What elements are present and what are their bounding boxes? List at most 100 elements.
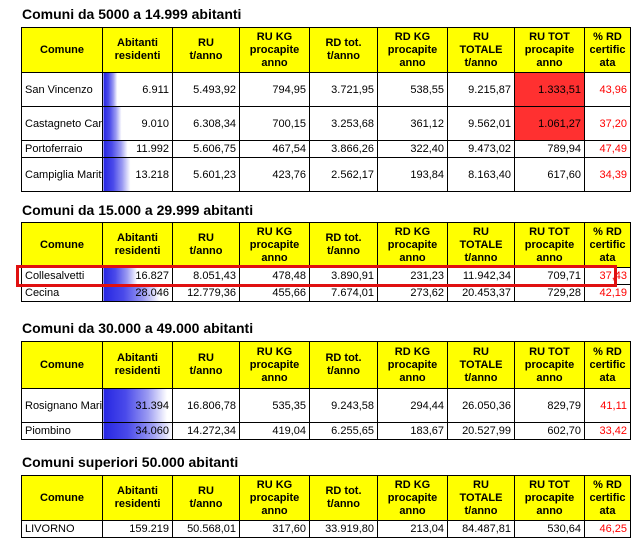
column-header-ru-kg-procapite: RU KG procapite anno: [239, 222, 310, 268]
header-line: t/anno: [327, 498, 360, 510]
data-table: Comune Abitanti residenti RU t/anno RU KG proc…: [21, 27, 631, 192]
column-header-abitanti-residenti: Abitanti residenti: [102, 222, 173, 268]
cell-abitanti-residenti: 9.010: [102, 106, 173, 141]
header-line: Abitanti: [117, 485, 158, 497]
header-line: anno: [399, 371, 426, 384]
cell-ru-t-anno: 50.568,01: [172, 520, 240, 538]
column-header-ru-kg-procapite: RU KG procapite anno: [239, 27, 310, 73]
header-line: t/anno: [464, 504, 498, 517]
column-header-rd-tot-t-anno: RD tot. t/anno: [309, 475, 378, 521]
cell-rd-kg-procapite: 361,12: [377, 106, 448, 141]
header-line: procapite: [249, 358, 300, 371]
column-header-abitanti-residenti: Abitanti residenti: [102, 341, 173, 389]
cell-rd-kg-procapite: 294,44: [377, 388, 448, 423]
cell-abitanti-residenti: 159.219: [102, 520, 173, 538]
header-line: Comune: [40, 238, 84, 251]
cell-comune: Campiglia Marittima: [21, 157, 103, 192]
cell-ru-t-anno: 5.601,23: [172, 157, 240, 192]
cell-rd-kg-procapite: 193,84: [377, 157, 448, 192]
header-line: % RD: [593, 225, 622, 238]
cell-rd-tot-t-anno: 33.919,80: [309, 520, 378, 538]
column-header-ru-tot-procapite: RU TOT procapite anno: [514, 475, 585, 521]
column-header-rd-kg-procapite: RD KG procapite anno: [377, 222, 448, 268]
header-line: RU: [198, 352, 214, 364]
column-header-ru-kg-procapite: RU KG procapite anno: [239, 341, 310, 389]
header-line: RU: [198, 485, 214, 497]
column-header-abitanti-residenti: Abitanti residenti: [102, 27, 173, 73]
header-row: Comune Abitanti residenti RU t/anno RU KG proc…: [21, 341, 631, 389]
column-header-ru-totale-t-anno: RU TOTALE t/anno: [447, 222, 515, 268]
header-line: ata: [599, 504, 616, 517]
header-line: t/anno: [464, 371, 498, 384]
column-header-pct-rd-certificata: % RD certific ata: [584, 341, 631, 389]
cell-rd-kg-procapite: 322,40: [377, 140, 448, 158]
header-line: Comune: [40, 358, 84, 371]
header-line: Abitanti: [117, 37, 158, 49]
header-line: anno: [399, 56, 426, 69]
cell-ru-tot-procapite: 1.333,51: [514, 72, 585, 107]
header-line: RD tot.: [325, 352, 362, 364]
cell-abitanti-residenti: 28.046: [102, 284, 173, 302]
header-line: certific: [589, 238, 626, 251]
header-line: RU KG: [256, 478, 293, 491]
header-line: % RD: [593, 30, 622, 43]
header-line: procapite: [249, 43, 300, 56]
cell-ru-t-anno: 5.493,92: [172, 72, 240, 107]
column-header-comune: Comune: [21, 341, 103, 389]
header-line: RU: [198, 37, 214, 49]
cell-pct-rd-certificata: 47,49: [584, 140, 631, 158]
header-line: procapite: [524, 491, 575, 504]
header-line: certific: [589, 358, 626, 371]
header-line: TOTALE: [459, 238, 503, 251]
section-title: Comuni superiori 50.000 abitanti: [22, 454, 239, 470]
header-line: procapite: [387, 43, 438, 56]
cell-ru-totale-t-anno: 9.562,01: [447, 106, 515, 141]
header-line: ata: [599, 56, 616, 69]
cell-pct-rd-certificata: 33,42: [584, 422, 631, 440]
header-line: procapite: [524, 358, 575, 371]
cell-pct-rd-certificata: 37,20: [584, 106, 631, 141]
header-line: TOTALE: [459, 491, 503, 504]
column-header-rd-tot-t-anno: RD tot. t/anno: [309, 341, 378, 389]
header-line: anno: [261, 371, 288, 384]
table-row: LIVORNO 159.219 50.568,01 317,60 33.919,80 21…: [21, 520, 631, 538]
header-line: RU KG: [256, 345, 293, 358]
header-line: RU: [473, 345, 489, 358]
header-line: t/anno: [327, 245, 360, 257]
column-header-pct-rd-certificata: % RD certific ata: [584, 475, 631, 521]
cell-ru-tot-procapite: 530,64: [514, 520, 585, 538]
column-header-ru-t-anno: RU t/anno: [172, 222, 240, 268]
header-line: t/anno: [189, 50, 223, 62]
table-row: Cecina 28.046 12.779,36 455,66 7.674,01 273,6…: [21, 284, 631, 302]
cell-rd-tot-t-anno: 7.674,01: [309, 284, 378, 302]
cell-ru-tot-procapite: 1.061,27: [514, 106, 585, 141]
cell-ru-totale-t-anno: 26.050,36: [447, 388, 515, 423]
cell-pct-rd-certificata: 43,96: [584, 72, 631, 107]
header-line: certific: [589, 491, 626, 504]
cell-comune: Portoferraio: [21, 140, 103, 158]
header-line: ata: [599, 251, 616, 264]
header-line: ata: [599, 371, 616, 384]
header-line: anno: [261, 56, 288, 69]
column-header-rd-kg-procapite: RD KG procapite anno: [377, 475, 448, 521]
table-row: Rosignano Marittimo31.39416.806,78535,35…: [21, 388, 631, 423]
header-line: procapite: [249, 238, 300, 251]
header-line: RD tot.: [325, 37, 362, 49]
cell-rd-tot-t-anno: 2.562,17: [309, 157, 378, 192]
header-line: RD tot.: [325, 232, 362, 244]
header-line: anno: [536, 504, 563, 517]
header-line: t/anno: [464, 56, 498, 69]
cell-ru-kg-procapite: 467,54: [239, 140, 310, 158]
cell-ru-kg-procapite: 794,95: [239, 72, 310, 107]
column-header-comune: Comune: [21, 27, 103, 73]
header-line: RU: [473, 30, 489, 43]
cell-ru-t-anno: 16.806,78: [172, 388, 240, 423]
cell-ru-tot-procapite: 829,79: [514, 388, 585, 423]
header-line: RU KG: [256, 225, 293, 238]
cell-ru-kg-procapite: 455,66: [239, 284, 310, 302]
header-line: t/anno: [327, 50, 360, 62]
header-line: t/anno: [189, 245, 223, 257]
header-line: anno: [536, 251, 563, 264]
header-line: RD KG: [394, 30, 431, 43]
cell-pct-rd-certificata: 34,39: [584, 157, 631, 192]
